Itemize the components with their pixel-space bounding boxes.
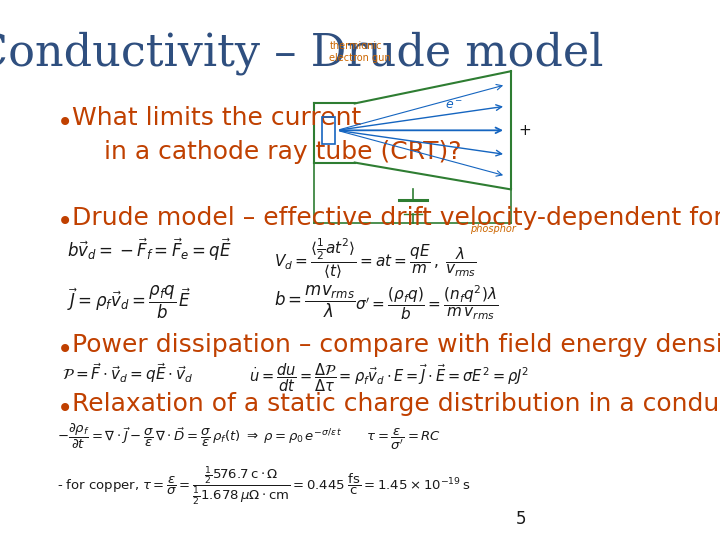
- Text: •: •: [58, 109, 73, 137]
- Text: •: •: [58, 395, 73, 423]
- Text: $\dot{u} = \dfrac{du}{dt} = \dfrac{\Delta\mathcal{P}}{\Delta\tau}= \rho_f\vec{v}: $\dot{u} = \dfrac{du}{dt} = \dfrac{\Delt…: [249, 361, 529, 394]
- Text: •: •: [58, 335, 73, 363]
- Text: •: •: [58, 208, 73, 236]
- Text: $\vec{J} = \rho_f\vec{v}_d = \dfrac{\rho_f q}{b}\,\vec{E}$: $\vec{J} = \rho_f\vec{v}_d = \dfrac{\rho…: [68, 284, 192, 321]
- Text: $\text{- for copper,}\;\tau = \dfrac{\varepsilon}{\sigma}= \dfrac{\frac{1}{2}576: $\text{- for copper,}\;\tau = \dfrac{\va…: [58, 464, 471, 508]
- Text: Conductivity – Drude model: Conductivity – Drude model: [0, 31, 604, 75]
- Text: $b\vec{v}_d = -\vec{F}_f = \vec{F}_e = q\vec{E}$: $b\vec{v}_d = -\vec{F}_f = \vec{F}_e = q…: [68, 237, 233, 263]
- Text: Power dissipation – compare with field energy density: Power dissipation – compare with field e…: [73, 333, 720, 357]
- Text: $\mathcal{P} = \vec{F}\cdot\vec{v}_d = q\vec{E}\cdot\vec{v}_d$: $\mathcal{P} = \vec{F}\cdot\vec{v}_d = q…: [63, 361, 194, 385]
- Text: 5: 5: [516, 510, 526, 528]
- Text: $e^-$: $e^-$: [446, 99, 464, 112]
- Text: Drude model – effective drift velocity-dependent force: Drude model – effective drift velocity-d…: [73, 206, 720, 230]
- Text: Relaxation of a static charge distribution in a conductor: Relaxation of a static charge distributi…: [73, 392, 720, 416]
- Text: $\sigma' = \dfrac{(\rho_f q)}{b} = \dfrac{(n_f q^2)\lambda}{m\,v_{rms}}$: $\sigma' = \dfrac{(\rho_f q)}{b} = \dfra…: [355, 284, 498, 322]
- Text: +: +: [518, 123, 531, 138]
- Text: What limits the current
    in a cathode ray tube (CRT)?: What limits the current in a cathode ray…: [73, 106, 462, 164]
- Text: phosphor: phosphor: [470, 224, 516, 234]
- Text: $b = \dfrac{mv_{rms}}{\lambda}$: $b = \dfrac{mv_{rms}}{\lambda}$: [274, 284, 356, 320]
- Text: $V_d = \dfrac{\langle\frac{1}{2}at^2\rangle}{\langle t\rangle}= at = \dfrac{qE}{: $V_d = \dfrac{\langle\frac{1}{2}at^2\ran…: [274, 237, 477, 281]
- Text: thermionic
electron gun: thermionic electron gun: [330, 40, 391, 63]
- Text: $-\dfrac{\partial\rho_f}{\partial t} = \nabla\cdot\vec{J}- \dfrac{\sigma}{\varep: $-\dfrac{\partial\rho_f}{\partial t} = \…: [58, 422, 441, 452]
